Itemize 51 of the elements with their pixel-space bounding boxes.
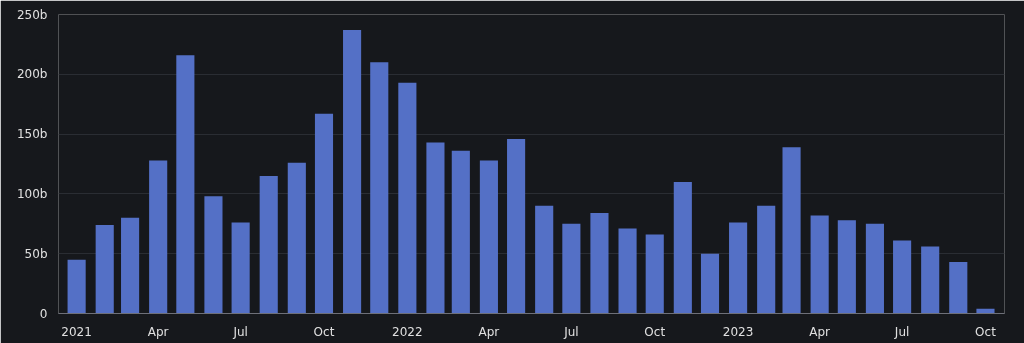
- bar: [837, 220, 856, 314]
- bar: [149, 160, 168, 314]
- x-tick-label: Oct: [313, 324, 335, 339]
- y-tick-label: 250b: [16, 7, 48, 22]
- y-tick-label: 100b: [16, 186, 48, 201]
- x-tick-label: 2021: [61, 324, 92, 339]
- bar: [343, 30, 362, 314]
- bar: [176, 55, 195, 314]
- bar: [645, 234, 664, 314]
- x-tick-label: Oct: [644, 324, 666, 339]
- x-tick-label: 2023: [722, 324, 754, 339]
- x-tick-label: Apr: [147, 324, 169, 339]
- bar: [893, 240, 912, 314]
- x-tick-label: 2022: [392, 324, 423, 339]
- bar: [562, 223, 581, 314]
- bar: [810, 215, 829, 314]
- bar: [426, 142, 445, 314]
- y-tick-label: 50b: [24, 246, 48, 261]
- bar: [287, 162, 306, 314]
- bar: [757, 205, 776, 314]
- bar: [95, 225, 114, 314]
- bar: [921, 246, 940, 314]
- x-tick-label: Jul: [563, 324, 579, 339]
- bar: [67, 259, 86, 314]
- bar: [535, 205, 554, 314]
- bar: [314, 113, 334, 314]
- bar: [451, 150, 470, 314]
- y-tick-label: 0: [39, 306, 48, 321]
- bar: [259, 175, 278, 314]
- bar: [231, 222, 250, 314]
- x-tick-label: Apr: [809, 324, 831, 339]
- bar: [865, 223, 884, 314]
- bar: [398, 82, 417, 314]
- y-tick-label: 150b: [16, 127, 48, 142]
- bar: [729, 222, 748, 314]
- x-tick-label: Jul: [232, 324, 248, 339]
- bar: [507, 138, 526, 314]
- bar: [700, 253, 720, 314]
- bar: [121, 217, 140, 314]
- x-tick-label: Oct: [975, 324, 997, 339]
- bar: [949, 262, 968, 314]
- bar: [590, 213, 609, 314]
- bar: [370, 62, 389, 314]
- bar: [618, 228, 637, 314]
- y-tick-label: 200b: [16, 67, 48, 82]
- bar: [479, 160, 498, 314]
- bar: [204, 196, 223, 314]
- bar: [673, 181, 692, 314]
- x-tick-label: Jul: [893, 324, 910, 339]
- x-tick-label: Apr: [478, 324, 500, 339]
- bar: [782, 147, 801, 314]
